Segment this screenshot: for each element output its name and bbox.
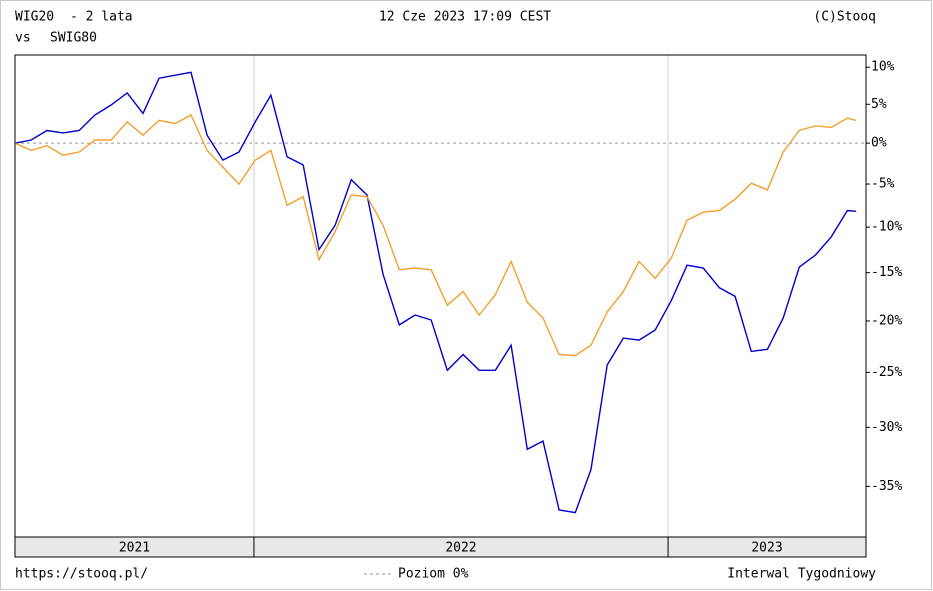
series-line bbox=[14, 114, 857, 357]
series-name: SWIG80 bbox=[50, 31, 97, 46]
url: https://stooq.pl/ bbox=[15, 567, 148, 582]
y-tick-label: 0% bbox=[871, 136, 887, 151]
x-tick-label: 2021 bbox=[119, 541, 150, 556]
y-tick-label: -5% bbox=[871, 177, 895, 192]
y-tick-label: 10% bbox=[871, 60, 895, 75]
reference-legend: Poziom 0% bbox=[398, 567, 469, 582]
plot-border bbox=[14, 54, 867, 538]
chart-title: - 2 lata bbox=[70, 10, 133, 25]
x-tick-label: 2023 bbox=[751, 541, 782, 556]
series-name: WIG20 bbox=[15, 10, 54, 25]
source: (C)Stooq bbox=[813, 10, 876, 25]
y-tick-label: -30% bbox=[871, 420, 902, 435]
x-tick-label: 2022 bbox=[445, 541, 476, 556]
y-tick-label: -20% bbox=[871, 313, 902, 328]
y-tick-label: -10% bbox=[871, 220, 902, 235]
timestamp: 12 Cze 2023 17:09 CEST bbox=[379, 10, 551, 25]
y-tick-label: 5% bbox=[871, 97, 887, 112]
interval: Interwal Tygodniowy bbox=[727, 567, 876, 582]
series-line bbox=[14, 71, 857, 514]
y-tick-label: -15% bbox=[871, 265, 902, 280]
subtitle: vs bbox=[15, 31, 31, 46]
y-tick-label: -35% bbox=[871, 479, 902, 494]
y-tick-label: -25% bbox=[871, 365, 902, 380]
